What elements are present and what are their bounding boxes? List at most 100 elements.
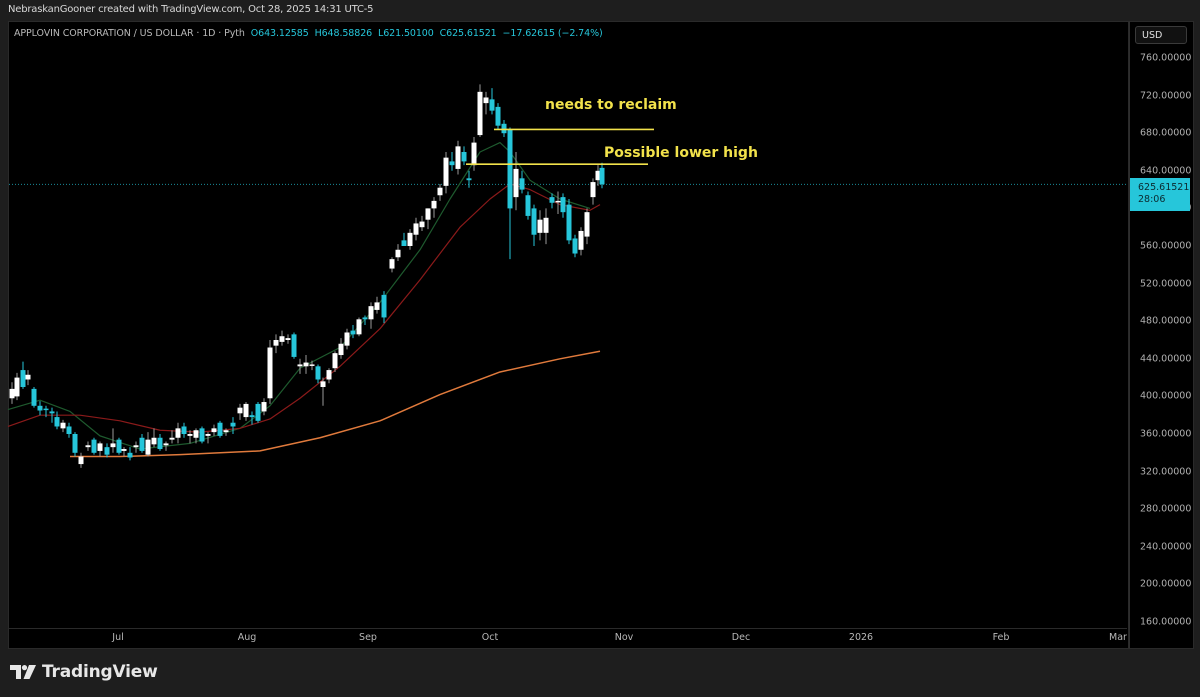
price-tick: 360.00000 xyxy=(1140,428,1192,440)
candle xyxy=(175,422,181,444)
candle xyxy=(66,422,72,438)
candle xyxy=(223,428,229,436)
candle xyxy=(466,170,472,188)
candle-body xyxy=(199,428,205,442)
candle xyxy=(425,208,431,230)
brand-name: TradingView xyxy=(42,662,158,682)
ohlc-change: −17.62615 (−2.74%) xyxy=(502,28,603,39)
candle xyxy=(543,208,549,245)
candle-body xyxy=(249,415,255,418)
candle xyxy=(572,234,578,258)
candle-body xyxy=(14,377,20,397)
candle-body xyxy=(151,437,157,445)
candle xyxy=(374,296,380,314)
symbol-legend: APPLOVIN CORPORATION / US DOLLAR · 1D · … xyxy=(14,28,603,39)
price-tick: 440.00000 xyxy=(1140,353,1192,365)
price-tick: 160.00000 xyxy=(1140,616,1192,628)
price-tick: 480.00000 xyxy=(1140,315,1192,327)
price-tick: 720.00000 xyxy=(1140,90,1192,102)
candle-body xyxy=(60,422,66,429)
candle xyxy=(531,204,537,246)
candle-body xyxy=(291,334,297,357)
candle xyxy=(273,334,279,354)
moving-average-line xyxy=(70,350,601,458)
candle-body xyxy=(525,195,531,216)
candle xyxy=(344,328,350,350)
price-tick: 280.00000 xyxy=(1140,503,1192,515)
candle-body xyxy=(72,434,78,453)
candle-body xyxy=(320,381,326,387)
candle xyxy=(407,229,413,250)
candle-body xyxy=(431,200,437,209)
candle xyxy=(350,324,356,339)
candle-body xyxy=(477,91,483,136)
candle-body xyxy=(273,340,279,346)
candle-body xyxy=(443,157,449,186)
ohlc-high: H648.58826 xyxy=(314,28,373,39)
candle xyxy=(72,432,78,457)
candle xyxy=(291,332,297,359)
candle xyxy=(20,361,26,389)
candle xyxy=(97,441,103,457)
candle-body xyxy=(66,426,72,434)
candle-body xyxy=(507,129,513,209)
candle-body xyxy=(437,187,443,196)
candle-body xyxy=(54,417,60,427)
candle-body xyxy=(531,208,537,235)
candle-body xyxy=(104,447,110,455)
candle-body xyxy=(237,407,243,414)
candle xyxy=(303,355,309,374)
candle-body xyxy=(169,437,175,440)
candle xyxy=(513,152,519,211)
tradingview-logo[interactable]: TradingView xyxy=(10,662,158,682)
candle-body xyxy=(466,178,472,181)
candle-body xyxy=(356,319,362,335)
annotation-possible-lower-high[interactable]: Possible lower high xyxy=(604,145,758,161)
candle-body xyxy=(566,204,572,241)
candle xyxy=(555,191,561,215)
candle xyxy=(566,199,572,245)
candle-body xyxy=(127,452,133,458)
candle-body xyxy=(217,422,223,436)
candle-body xyxy=(121,449,127,451)
candle xyxy=(395,244,401,262)
candle-body xyxy=(20,370,26,387)
candle-body xyxy=(401,240,407,246)
time-label: Dec xyxy=(731,632,751,643)
candles xyxy=(9,84,605,468)
price-tick: 760.00000 xyxy=(1140,52,1192,64)
candle xyxy=(116,437,122,455)
candle xyxy=(584,208,590,245)
candle-body xyxy=(449,161,455,166)
annotation-needs-to-reclaim[interactable]: needs to reclaim xyxy=(545,97,677,113)
candle xyxy=(49,407,55,423)
candle xyxy=(104,443,110,458)
candle-body xyxy=(595,170,601,181)
candle-body xyxy=(205,434,211,436)
candle-body xyxy=(483,97,489,104)
candle-body xyxy=(297,364,303,367)
time-axis[interactable] xyxy=(9,628,1127,648)
currency-button[interactable]: USD xyxy=(1135,26,1187,44)
candle xyxy=(78,452,84,468)
candle-body xyxy=(560,197,566,213)
candle xyxy=(163,441,169,451)
candle-body xyxy=(599,167,605,185)
candle xyxy=(449,152,455,171)
candle xyxy=(205,432,211,444)
candle xyxy=(507,127,513,260)
candle xyxy=(599,162,605,189)
candle xyxy=(91,437,97,455)
candle-body xyxy=(78,456,84,465)
candle xyxy=(578,227,584,256)
candle-body xyxy=(395,249,401,258)
candle-body xyxy=(309,364,315,366)
candle xyxy=(495,103,501,130)
candle xyxy=(157,434,163,451)
candle xyxy=(519,170,525,194)
candle xyxy=(151,428,157,448)
chart-pane[interactable] xyxy=(8,21,1129,649)
price-axis[interactable] xyxy=(1129,21,1194,649)
candle-body xyxy=(326,370,332,380)
